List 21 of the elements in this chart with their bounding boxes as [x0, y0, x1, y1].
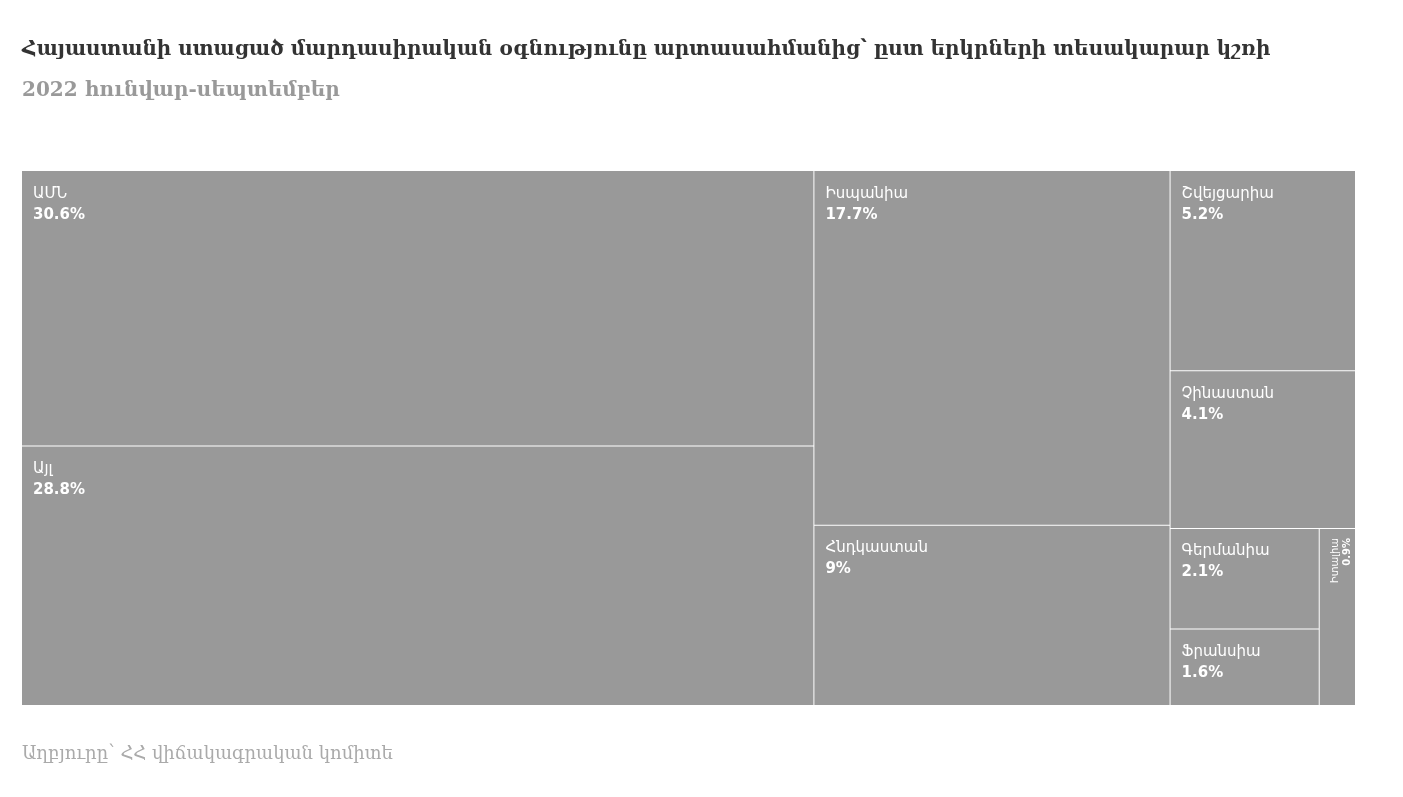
category-label: Հնդկաստան: [825, 538, 928, 557]
data-label: 9%: [825, 559, 851, 578]
category-label: Իսպանիա: [825, 183, 909, 202]
text: Հայաստանի ստացած մարդասիրական օգնությունը արտասահմանից՝ ըստ երկրների տեսակարար կշռի: [22, 36, 1271, 60]
data-label: 28.8%: [33, 480, 86, 499]
category-label: Գերմանիա: [1181, 541, 1270, 560]
category-label: Ֆրանսիա: [1181, 641, 1261, 660]
category-label: Իտալիա: [1329, 537, 1341, 584]
category-label: Այլ: [33, 459, 54, 478]
data-label: 30.6%: [33, 204, 86, 223]
data-label: 17.7%: [825, 204, 878, 223]
data-label: 2.1%: [1181, 562, 1224, 581]
text: 2022 հունվար-սեպտեմբեր: [22, 77, 340, 101]
data-label: 5.2%: [1181, 204, 1224, 223]
category-label: Շվեյցարիա: [1181, 183, 1274, 202]
data-label: 1.6%: [1181, 662, 1224, 681]
data-label: 4.1%: [1181, 404, 1224, 423]
category-label: ԱՄՆ: [33, 183, 68, 202]
text: Աղբյուրը՝ ՀՀ վիճակագրական կոմիտե: [22, 742, 393, 763]
data-label: 0.9%: [1341, 537, 1353, 566]
category-label: Չինաստան: [1181, 383, 1275, 402]
